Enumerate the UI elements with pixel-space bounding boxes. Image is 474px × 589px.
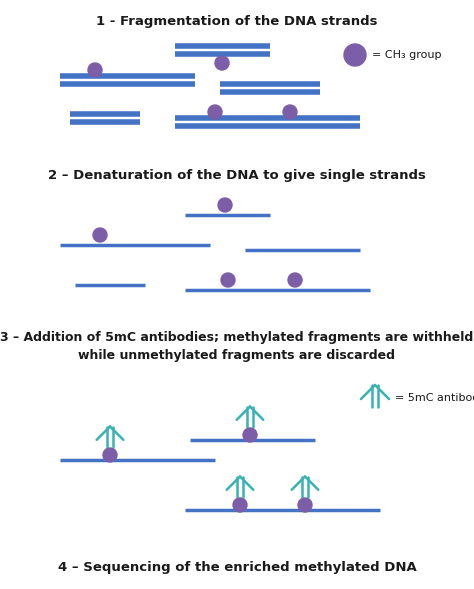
Circle shape	[93, 228, 107, 242]
Circle shape	[218, 198, 232, 212]
Circle shape	[298, 498, 312, 512]
Circle shape	[88, 63, 102, 77]
Text: 1 - Fragmentation of the DNA strands: 1 - Fragmentation of the DNA strands	[96, 15, 378, 28]
Circle shape	[344, 44, 366, 66]
Text: 4 – Sequencing of the enriched methylated DNA: 4 – Sequencing of the enriched methylate…	[58, 561, 416, 574]
Circle shape	[283, 105, 297, 119]
Circle shape	[215, 56, 229, 70]
Text: = CH₃ group: = CH₃ group	[372, 50, 441, 60]
Text: while unmethylated fragments are discarded: while unmethylated fragments are discard…	[79, 349, 395, 362]
Circle shape	[103, 448, 117, 462]
Circle shape	[221, 273, 235, 287]
Circle shape	[288, 273, 302, 287]
Text: 2 – Denaturation of the DNA to give single strands: 2 – Denaturation of the DNA to give sing…	[48, 168, 426, 181]
Circle shape	[243, 428, 257, 442]
Circle shape	[208, 105, 222, 119]
Circle shape	[233, 498, 247, 512]
Text: 3 – Addition of 5mC antibodies; methylated fragments are withheld: 3 – Addition of 5mC antibodies; methylat…	[0, 332, 474, 345]
Text: = 5mC antibody: = 5mC antibody	[395, 393, 474, 403]
